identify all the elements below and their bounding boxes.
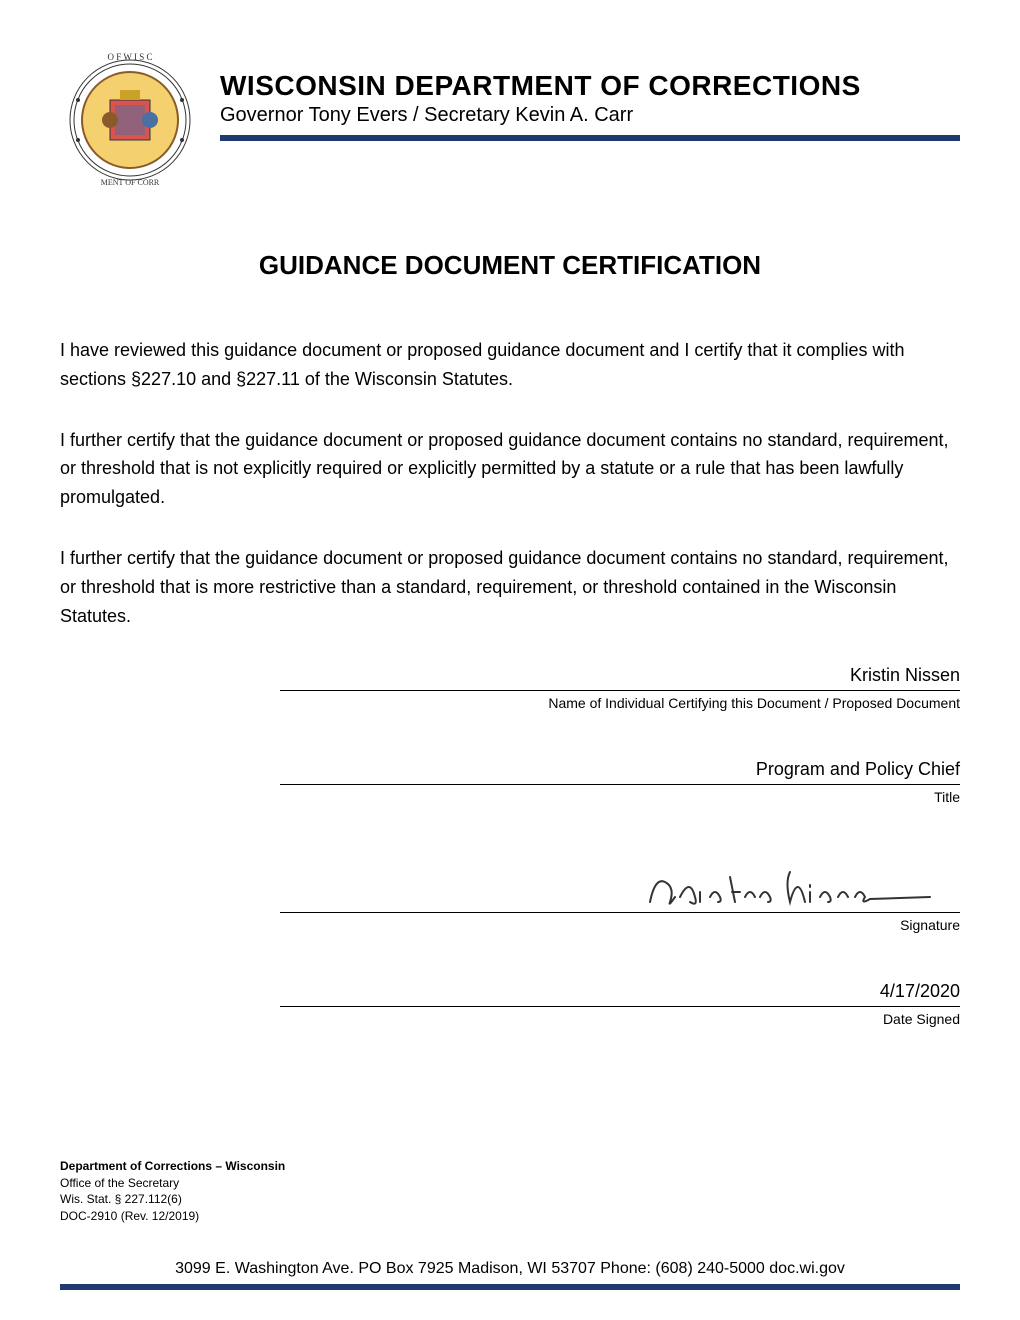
signature-block: Kristin Nissen Name of Individual Certif… bbox=[60, 665, 960, 1027]
certifier-name-label: Name of Individual Certifying this Docum… bbox=[280, 695, 960, 711]
paragraph-3: I further certify that the guidance docu… bbox=[60, 544, 960, 630]
subtitle: Governor Tony Evers / Secretary Kevin A.… bbox=[220, 104, 960, 127]
svg-text:O F W I S C: O F W I S C bbox=[108, 52, 153, 62]
certifier-name-value: Kristin Nissen bbox=[280, 665, 960, 691]
state-seal-icon: O F W I S C MENT OF CORR bbox=[60, 40, 200, 190]
footer-dept: Department of Corrections – Wisconsin bbox=[60, 1158, 285, 1175]
paragraph-2: I further certify that the guidance docu… bbox=[60, 426, 960, 512]
department-title: WISCONSIN DEPARTMENT OF CORRECTIONS bbox=[220, 70, 960, 102]
footer-form-id: DOC-2910 (Rev. 12/2019) bbox=[60, 1208, 285, 1225]
header-section: O F W I S C MENT OF CORR WISCONSIN DEPAR… bbox=[60, 40, 960, 190]
date-signed-value: 4/17/2020 bbox=[280, 981, 960, 1007]
title-block: WISCONSIN DEPARTMENT OF CORRECTIONS Gove… bbox=[220, 40, 960, 141]
handwritten-signature-icon bbox=[640, 857, 940, 917]
paragraph-1: I have reviewed this guidance document o… bbox=[60, 336, 960, 394]
body-content: I have reviewed this guidance document o… bbox=[60, 336, 960, 630]
signature-field bbox=[280, 853, 960, 913]
svg-text:MENT OF CORR: MENT OF CORR bbox=[101, 178, 160, 187]
signature-label: Signature bbox=[280, 917, 960, 933]
date-signed-label: Date Signed bbox=[280, 1011, 960, 1027]
footer-metadata: Department of Corrections – Wisconsin Of… bbox=[60, 1158, 285, 1225]
footer-address-bar: 3099 E. Washington Ave. PO Box 7925 Madi… bbox=[60, 1260, 960, 1290]
certifier-title-label: Title bbox=[280, 789, 960, 805]
document-title: GUIDANCE DOCUMENT CERTIFICATION bbox=[60, 250, 960, 281]
header-divider bbox=[220, 135, 960, 141]
footer-statute: Wis. Stat. § 227.112(6) bbox=[60, 1191, 285, 1208]
certifier-title-value: Program and Policy Chief bbox=[280, 759, 960, 785]
footer-office: Office of the Secretary bbox=[60, 1175, 285, 1192]
